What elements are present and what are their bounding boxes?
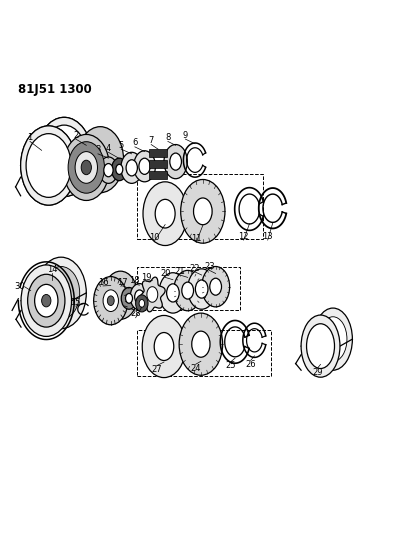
Ellipse shape	[103, 290, 119, 311]
Text: 18: 18	[129, 276, 139, 285]
Ellipse shape	[42, 125, 87, 189]
Ellipse shape	[36, 257, 86, 329]
Text: 25: 25	[225, 361, 236, 370]
Ellipse shape	[112, 158, 127, 181]
Text: 17: 17	[117, 278, 128, 287]
Ellipse shape	[26, 134, 71, 197]
Ellipse shape	[155, 199, 175, 228]
Polygon shape	[147, 287, 158, 302]
Bar	[137, 267, 240, 310]
Ellipse shape	[134, 151, 156, 182]
Text: 10: 10	[149, 233, 160, 242]
Ellipse shape	[181, 180, 225, 243]
Text: 21: 21	[175, 266, 185, 276]
Ellipse shape	[68, 142, 104, 193]
FancyBboxPatch shape	[149, 160, 167, 168]
Text: 2: 2	[73, 131, 78, 140]
Ellipse shape	[42, 294, 51, 307]
Ellipse shape	[319, 317, 347, 361]
Ellipse shape	[136, 295, 148, 312]
Ellipse shape	[210, 278, 221, 295]
Text: 23: 23	[204, 262, 215, 271]
Text: 15: 15	[71, 298, 81, 306]
Text: 3: 3	[95, 146, 100, 155]
Ellipse shape	[170, 153, 182, 170]
Text: 14: 14	[47, 265, 58, 274]
Text: 6: 6	[132, 139, 138, 148]
Ellipse shape	[77, 127, 124, 193]
Ellipse shape	[36, 117, 92, 197]
Text: 11: 11	[191, 234, 201, 243]
Ellipse shape	[135, 290, 144, 304]
Ellipse shape	[182, 282, 193, 299]
Ellipse shape	[174, 270, 202, 311]
Ellipse shape	[130, 284, 149, 310]
Ellipse shape	[154, 333, 174, 360]
Text: 1: 1	[27, 133, 33, 142]
Text: 5: 5	[119, 141, 124, 150]
Ellipse shape	[159, 273, 187, 313]
Ellipse shape	[164, 144, 187, 179]
Ellipse shape	[195, 280, 208, 298]
Ellipse shape	[179, 313, 223, 375]
Ellipse shape	[99, 157, 118, 183]
Text: 29: 29	[312, 368, 323, 377]
Ellipse shape	[36, 117, 92, 197]
Ellipse shape	[94, 277, 128, 325]
Text: 81J51 1300: 81J51 1300	[18, 83, 91, 96]
Text: 26: 26	[245, 360, 256, 369]
Text: 19: 19	[141, 273, 152, 282]
Ellipse shape	[63, 134, 110, 200]
Ellipse shape	[139, 300, 145, 308]
Ellipse shape	[20, 126, 76, 205]
Ellipse shape	[121, 287, 137, 309]
Text: 16: 16	[98, 278, 108, 287]
Ellipse shape	[116, 164, 123, 174]
Text: 12: 12	[238, 232, 249, 241]
Ellipse shape	[143, 182, 187, 246]
Ellipse shape	[107, 296, 114, 305]
Text: 13: 13	[262, 232, 273, 241]
Ellipse shape	[28, 274, 65, 327]
Text: 28: 28	[130, 309, 141, 318]
FancyBboxPatch shape	[149, 171, 167, 179]
Ellipse shape	[202, 266, 230, 307]
Ellipse shape	[307, 324, 335, 368]
Ellipse shape	[142, 316, 186, 377]
Polygon shape	[139, 277, 165, 312]
Text: 27: 27	[151, 365, 162, 374]
Text: 30: 30	[15, 282, 25, 291]
Ellipse shape	[188, 269, 216, 309]
Text: 8: 8	[165, 133, 171, 142]
Ellipse shape	[35, 285, 58, 317]
Ellipse shape	[104, 164, 113, 177]
Ellipse shape	[20, 126, 76, 205]
Text: 7: 7	[149, 136, 154, 145]
Ellipse shape	[193, 198, 212, 225]
Text: 24: 24	[190, 364, 201, 373]
Ellipse shape	[126, 160, 138, 176]
Ellipse shape	[192, 331, 210, 357]
Ellipse shape	[75, 151, 97, 183]
Ellipse shape	[103, 271, 138, 319]
Ellipse shape	[126, 294, 132, 303]
Bar	[137, 330, 271, 376]
Ellipse shape	[301, 315, 340, 377]
Ellipse shape	[21, 265, 72, 336]
Text: 4: 4	[106, 144, 111, 153]
Ellipse shape	[121, 152, 143, 183]
Bar	[137, 174, 263, 239]
Ellipse shape	[314, 308, 352, 370]
Ellipse shape	[81, 160, 91, 175]
FancyBboxPatch shape	[149, 149, 167, 157]
Text: 9: 9	[183, 131, 188, 140]
Text: 20: 20	[160, 269, 170, 278]
Ellipse shape	[43, 266, 80, 319]
Text: 22: 22	[190, 263, 200, 272]
Ellipse shape	[167, 284, 179, 302]
Ellipse shape	[139, 158, 150, 174]
